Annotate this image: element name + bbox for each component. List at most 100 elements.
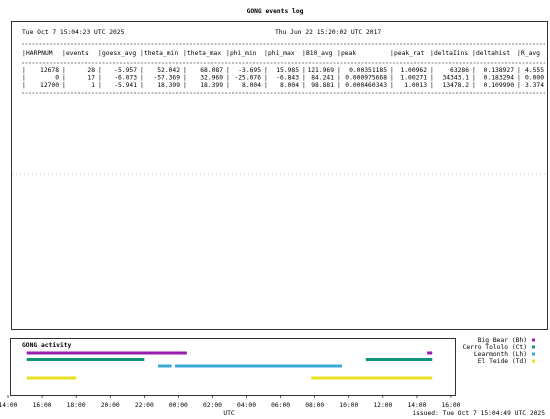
- separator: |: [140, 50, 144, 57]
- column-header: deltahist: [476, 50, 510, 57]
- separator: |: [472, 67, 476, 74]
- separator: |: [517, 50, 521, 57]
- cell: 1.0013: [404, 82, 427, 89]
- separator: |: [226, 50, 230, 57]
- cell: 18.399: [200, 82, 223, 89]
- separator: |: [183, 67, 187, 74]
- cell: -3.695: [238, 67, 261, 74]
- generated: Tue Oct 7 15:04:23 UTC 2025: [22, 29, 125, 36]
- separator: |: [390, 75, 394, 82]
- cell: 8.004: [280, 82, 299, 89]
- cell: 12678: [40, 67, 59, 74]
- cell: 18.399: [157, 82, 180, 89]
- separator: |: [337, 82, 341, 89]
- cell: 0.000975668: [345, 75, 387, 82]
- separator: |: [302, 67, 306, 74]
- cell: -6.843: [276, 75, 299, 82]
- separator: |: [472, 82, 476, 89]
- separator: |: [430, 50, 434, 57]
- separator: |: [98, 82, 102, 89]
- separator: |: [62, 75, 66, 82]
- cell: 0.138927: [484, 67, 515, 74]
- x-label: UTC: [223, 410, 235, 417]
- separator: |: [264, 82, 268, 89]
- x-tick-label: 20:00: [101, 402, 120, 409]
- separator: |: [22, 50, 26, 57]
- x-tick-label: 06:00: [271, 402, 290, 409]
- cell: 0: [55, 75, 59, 82]
- separator: |: [226, 75, 230, 82]
- cell: -5.941: [114, 82, 137, 89]
- cell: 1: [91, 82, 95, 89]
- separator: |: [140, 67, 144, 74]
- x-tick-label: 04:00: [237, 402, 256, 409]
- separator: |: [183, 75, 187, 82]
- x-tick-label: 14:00: [0, 402, 18, 409]
- legend-swatch: [532, 352, 535, 356]
- cell: 8.004: [242, 82, 261, 89]
- x-tick-label: 02:00: [203, 402, 222, 409]
- separator: |: [140, 75, 144, 82]
- column-header: peak_rat: [394, 50, 425, 57]
- separator: |: [62, 67, 66, 74]
- activity-bar: [174, 364, 342, 368]
- title: GONG events log: [247, 8, 304, 15]
- separator: |: [390, 67, 394, 74]
- legend-swatch: [532, 338, 535, 342]
- cell: 68.087: [200, 67, 223, 74]
- legend-label: Learmonth (Lh): [474, 351, 527, 358]
- cell: -6.073: [114, 75, 137, 82]
- x-tick-label: 16:00: [33, 402, 52, 409]
- column-header: deltaIins: [434, 50, 468, 57]
- cell: 84.241: [311, 75, 334, 82]
- activity-bar: [365, 358, 433, 361]
- separator: |: [472, 50, 476, 57]
- cell: 3.374: [525, 82, 544, 89]
- cell: 121.969: [307, 67, 334, 74]
- x-tick-label: 14:00: [407, 402, 426, 409]
- separator: |: [140, 82, 144, 89]
- separator: |: [390, 82, 394, 89]
- separator: |: [517, 67, 521, 74]
- separator: |: [517, 82, 521, 89]
- cell: 1.00962: [400, 67, 427, 74]
- cell: 0.183294: [484, 75, 515, 82]
- x-tick-label: 22:00: [135, 402, 154, 409]
- issued: issued: Tue Oct 7 15:04:49 UTC 2025: [412, 410, 545, 417]
- cell: 34343.1: [442, 75, 469, 82]
- column-header: peak: [341, 50, 356, 57]
- separator: |: [430, 75, 434, 82]
- activity-panel: [10, 338, 456, 396]
- separator: |: [98, 50, 102, 57]
- separator: |: [98, 75, 102, 82]
- event-time: Thu Jun 22 15:20:02 UTC 2017: [275, 29, 381, 36]
- separator: |: [302, 50, 306, 57]
- separator: |: [390, 50, 394, 57]
- cell: 98.881: [311, 82, 334, 89]
- activity-bar: [157, 364, 172, 368]
- column-header: phi_min: [230, 50, 257, 57]
- separator: |: [302, 82, 306, 89]
- separator: |: [430, 82, 434, 89]
- activity-bar: [311, 376, 433, 380]
- column-header: R_avg: [521, 50, 540, 57]
- separator: |: [337, 67, 341, 74]
- cell: -5.957: [114, 67, 137, 74]
- x-tick-label: 00:00: [169, 402, 188, 409]
- legend-swatch: [532, 359, 535, 363]
- cell: 4.555: [525, 67, 544, 74]
- cell: 32.960: [200, 75, 223, 82]
- log-panel: [11, 21, 548, 330]
- cell: 15.985: [276, 67, 299, 74]
- x-tick-label: 18:00: [67, 402, 86, 409]
- x-tick-label: 10:00: [339, 402, 358, 409]
- separator: |: [22, 82, 26, 89]
- legend-label: El Teide (Td): [478, 358, 527, 365]
- separator: |: [302, 75, 306, 82]
- cell: -57.369: [153, 75, 180, 82]
- separator: |: [337, 50, 341, 57]
- separator: |: [62, 50, 66, 57]
- x-tick-label: 08:00: [305, 402, 324, 409]
